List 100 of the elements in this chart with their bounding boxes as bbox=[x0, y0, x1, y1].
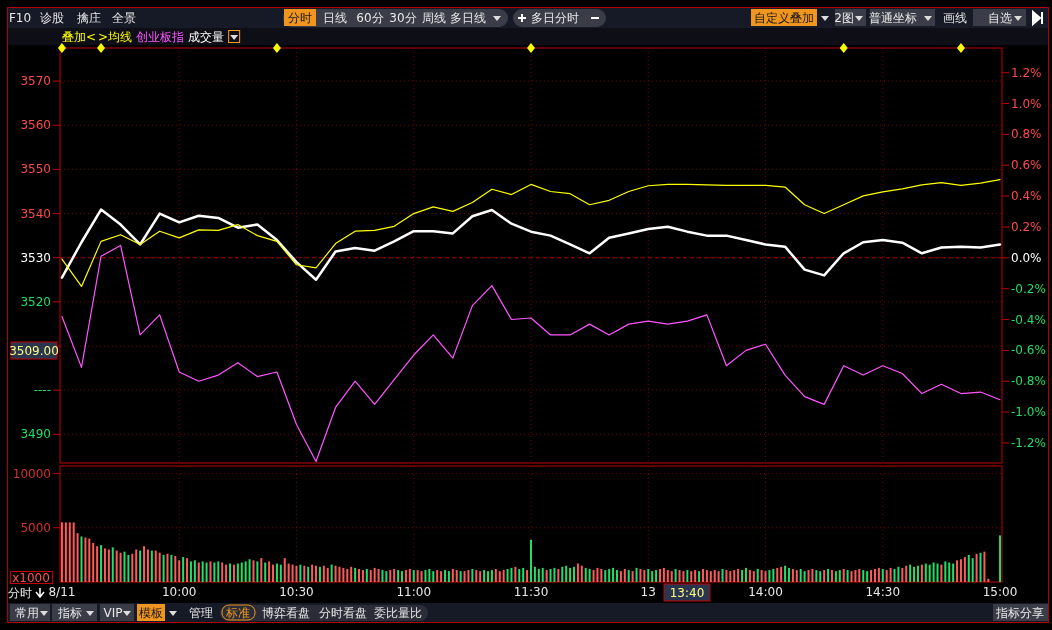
bar bbox=[311, 564, 314, 582]
bar bbox=[819, 571, 822, 582]
bar bbox=[744, 567, 747, 582]
bar bbox=[592, 570, 595, 582]
bar bbox=[932, 562, 935, 582]
bar bbox=[803, 571, 806, 582]
line-series bbox=[60, 208, 1002, 282]
bar bbox=[139, 550, 142, 582]
bar bbox=[619, 571, 622, 582]
text: 3509.00 bbox=[9, 344, 59, 358]
bar bbox=[979, 552, 982, 582]
bar bbox=[213, 562, 216, 582]
bar bbox=[162, 554, 165, 582]
bar bbox=[475, 570, 478, 582]
bar bbox=[639, 568, 642, 582]
bar bbox=[787, 567, 790, 582]
bar bbox=[342, 567, 345, 582]
bar bbox=[670, 571, 673, 582]
bar bbox=[444, 570, 447, 582]
x-tick-label: 10:00 bbox=[161, 585, 197, 599]
bar bbox=[201, 561, 204, 582]
bar bbox=[459, 571, 462, 582]
bar bbox=[166, 553, 169, 582]
bar bbox=[713, 570, 716, 582]
bar bbox=[326, 567, 329, 582]
bar bbox=[850, 571, 853, 582]
bar bbox=[299, 564, 302, 582]
bar bbox=[416, 570, 419, 582]
line-series bbox=[61, 244, 1001, 463]
bar bbox=[150, 550, 153, 582]
bar bbox=[432, 571, 435, 582]
bar bbox=[627, 570, 630, 582]
bar bbox=[221, 562, 224, 582]
y2-tick-label: 1.0% bbox=[1011, 96, 1042, 111]
bar bbox=[920, 564, 923, 582]
bar bbox=[209, 561, 212, 582]
bar bbox=[96, 546, 99, 582]
y2-tick-label: 0.2% bbox=[1011, 219, 1042, 234]
bar bbox=[518, 568, 521, 582]
bar bbox=[361, 570, 364, 582]
bar bbox=[741, 570, 744, 582]
x-tick-label: 11:00 bbox=[396, 585, 432, 599]
bar bbox=[447, 571, 450, 582]
bar bbox=[510, 567, 513, 582]
bar bbox=[404, 570, 407, 582]
text: 日线 bbox=[323, 11, 347, 25]
bar bbox=[549, 568, 552, 582]
bar bbox=[451, 568, 454, 582]
bar bbox=[318, 566, 321, 582]
bar bbox=[967, 554, 970, 582]
text: 分时看盘 bbox=[319, 606, 367, 620]
bar bbox=[490, 570, 493, 582]
bar bbox=[68, 522, 71, 582]
bar bbox=[244, 561, 247, 582]
bar bbox=[182, 557, 185, 582]
bar bbox=[358, 568, 361, 582]
bar bbox=[944, 561, 947, 582]
bar bbox=[733, 570, 736, 582]
bar bbox=[365, 568, 368, 582]
x-tick-label: 14:30 bbox=[865, 585, 901, 599]
bar bbox=[983, 551, 986, 582]
bar bbox=[522, 567, 525, 582]
y2-tick-label: -0.2% bbox=[1011, 281, 1046, 296]
bar bbox=[807, 570, 810, 582]
bar bbox=[60, 522, 63, 582]
text: 委比量比 bbox=[374, 606, 422, 620]
bar bbox=[721, 568, 724, 582]
y-tick-label: 3570 bbox=[20, 74, 51, 89]
bar bbox=[467, 570, 470, 582]
bar bbox=[545, 570, 548, 582]
text: 模板 bbox=[139, 606, 163, 620]
y2-tick-label: -0.6% bbox=[1011, 343, 1046, 358]
bar bbox=[690, 571, 693, 582]
text: 2图 bbox=[834, 11, 854, 25]
bar bbox=[135, 549, 138, 582]
bar bbox=[596, 567, 599, 582]
bar bbox=[674, 568, 677, 582]
bar bbox=[240, 562, 243, 582]
bar bbox=[369, 570, 372, 582]
y2-tick-label: -1.2% bbox=[1011, 435, 1046, 450]
bar bbox=[717, 571, 720, 582]
bar bbox=[615, 570, 618, 582]
bar bbox=[561, 566, 564, 582]
y-tick-label: 3530 bbox=[20, 250, 51, 265]
bar bbox=[127, 554, 130, 582]
bar bbox=[756, 568, 759, 582]
bar bbox=[217, 561, 220, 582]
text: 分时 bbox=[288, 11, 312, 25]
bar bbox=[107, 549, 110, 582]
bar bbox=[197, 562, 200, 582]
bar bbox=[264, 562, 267, 582]
bar bbox=[307, 566, 310, 582]
bar bbox=[580, 565, 583, 582]
bar bbox=[705, 570, 708, 582]
bar bbox=[913, 566, 916, 582]
bar bbox=[791, 568, 794, 582]
bar bbox=[143, 546, 146, 582]
y-tick-label: 10000 bbox=[12, 466, 51, 481]
bar bbox=[655, 570, 658, 582]
bar bbox=[463, 571, 466, 582]
